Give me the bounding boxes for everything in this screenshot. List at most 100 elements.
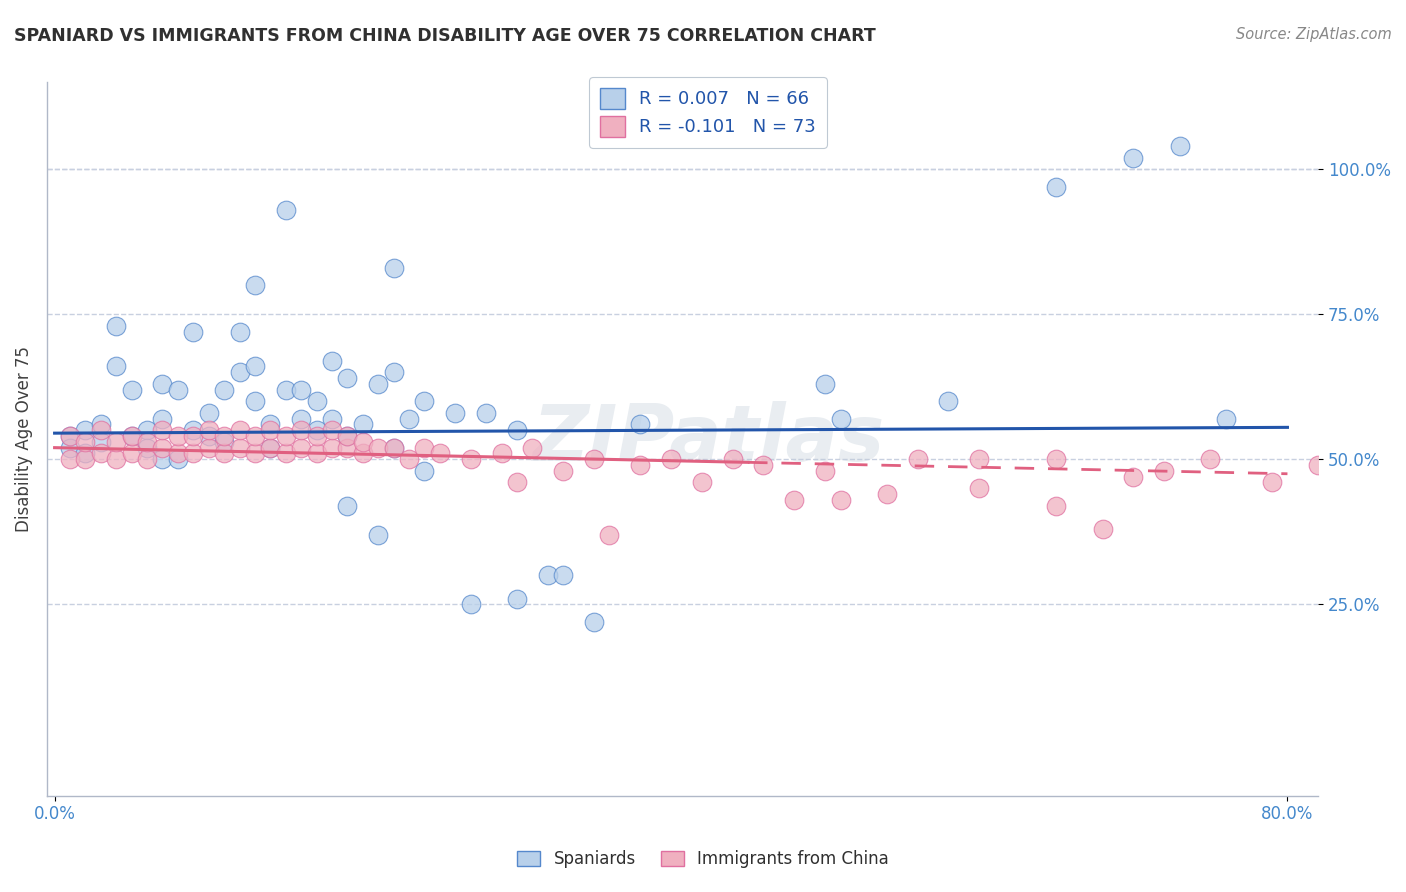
- Point: [367, 441, 389, 455]
- Point: [413, 394, 436, 409]
- Point: [212, 434, 235, 449]
- Point: [321, 411, 343, 425]
- Point: [506, 423, 529, 437]
- Point: [398, 411, 420, 425]
- Point: [336, 441, 359, 455]
- Point: [1308, 458, 1330, 472]
- Point: [628, 417, 651, 432]
- Point: [152, 376, 174, 391]
- Point: [553, 464, 575, 478]
- Point: [1168, 139, 1191, 153]
- Point: [321, 423, 343, 437]
- Point: [243, 429, 266, 443]
- Point: [259, 441, 281, 455]
- Point: [367, 376, 389, 391]
- Text: Source: ZipAtlas.com: Source: ZipAtlas.com: [1236, 27, 1392, 42]
- Point: [413, 464, 436, 478]
- Point: [967, 452, 990, 467]
- Point: [75, 423, 97, 437]
- Point: [382, 441, 405, 455]
- Point: [274, 446, 297, 460]
- Point: [243, 359, 266, 374]
- Point: [152, 411, 174, 425]
- Point: [1045, 452, 1067, 467]
- Point: [628, 458, 651, 472]
- Point: [1261, 475, 1284, 490]
- Point: [181, 325, 204, 339]
- Point: [522, 441, 544, 455]
- Point: [1045, 179, 1067, 194]
- Point: [167, 452, 190, 467]
- Point: [598, 527, 620, 541]
- Point: [413, 441, 436, 455]
- Point: [1153, 464, 1175, 478]
- Point: [259, 423, 281, 437]
- Point: [136, 452, 159, 467]
- Point: [690, 475, 713, 490]
- Point: [814, 376, 837, 391]
- Point: [136, 434, 159, 449]
- Point: [830, 492, 852, 507]
- Point: [398, 452, 420, 467]
- Point: [136, 423, 159, 437]
- Point: [938, 394, 960, 409]
- Point: [274, 383, 297, 397]
- Point: [1091, 522, 1114, 536]
- Point: [1045, 499, 1067, 513]
- Point: [1215, 411, 1237, 425]
- Point: [75, 452, 97, 467]
- Point: [259, 441, 281, 455]
- Point: [659, 452, 682, 467]
- Point: [553, 568, 575, 582]
- Point: [167, 429, 190, 443]
- Point: [1122, 469, 1144, 483]
- Point: [90, 446, 112, 460]
- Point: [105, 318, 128, 333]
- Point: [181, 423, 204, 437]
- Text: ZIPatlas: ZIPatlas: [531, 401, 884, 477]
- Point: [721, 452, 744, 467]
- Point: [506, 475, 529, 490]
- Point: [167, 383, 190, 397]
- Point: [152, 423, 174, 437]
- Text: SPANIARD VS IMMIGRANTS FROM CHINA DISABILITY AGE OVER 75 CORRELATION CHART: SPANIARD VS IMMIGRANTS FROM CHINA DISABI…: [14, 27, 876, 45]
- Point: [228, 325, 250, 339]
- Point: [136, 441, 159, 455]
- Point: [460, 597, 482, 611]
- Point: [290, 441, 312, 455]
- Point: [876, 487, 898, 501]
- Point: [475, 406, 498, 420]
- Point: [167, 446, 190, 460]
- Point: [152, 452, 174, 467]
- Point: [75, 446, 97, 460]
- Point: [506, 591, 529, 606]
- Point: [305, 423, 328, 437]
- Point: [59, 441, 82, 455]
- Point: [197, 429, 219, 443]
- Point: [752, 458, 775, 472]
- Point: [152, 441, 174, 455]
- Point: [121, 429, 143, 443]
- Point: [259, 417, 281, 432]
- Point: [429, 446, 451, 460]
- Point: [90, 434, 112, 449]
- Point: [830, 411, 852, 425]
- Point: [228, 441, 250, 455]
- Point: [382, 441, 405, 455]
- Point: [121, 383, 143, 397]
- Point: [181, 429, 204, 443]
- Point: [212, 383, 235, 397]
- Point: [1368, 487, 1391, 501]
- Point: [121, 429, 143, 443]
- Point: [121, 446, 143, 460]
- Point: [243, 446, 266, 460]
- Point: [367, 527, 389, 541]
- Point: [90, 417, 112, 432]
- Point: [197, 441, 219, 455]
- Point: [181, 446, 204, 460]
- Point: [907, 452, 929, 467]
- Point: [783, 492, 806, 507]
- Point: [290, 383, 312, 397]
- Point: [321, 353, 343, 368]
- Point: [105, 359, 128, 374]
